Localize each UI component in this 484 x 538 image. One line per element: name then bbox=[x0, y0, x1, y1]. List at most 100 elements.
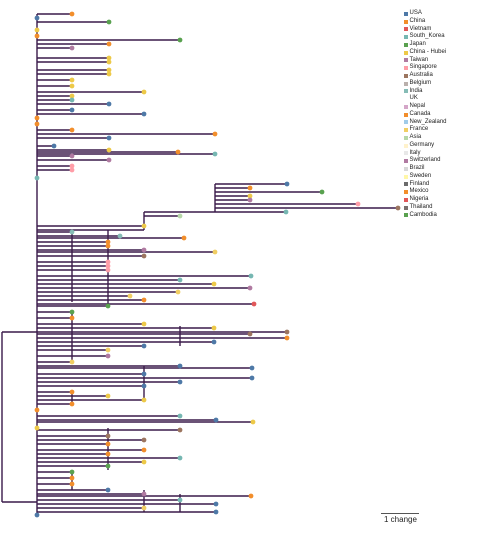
tip-marker bbox=[127, 293, 133, 299]
tip-marker bbox=[211, 325, 217, 331]
tip-marker bbox=[105, 353, 111, 359]
tip-marker bbox=[175, 149, 181, 155]
tip-marker bbox=[249, 375, 255, 381]
legend-label: Nigeria bbox=[409, 196, 429, 202]
legend-label: UK bbox=[409, 95, 418, 102]
tip-marker bbox=[141, 343, 147, 349]
tip-marker bbox=[69, 315, 75, 321]
tip-marker bbox=[141, 247, 147, 253]
legend-swatch bbox=[404, 135, 408, 140]
legend-label: China - Hubei bbox=[409, 48, 447, 55]
tip-marker bbox=[106, 71, 112, 77]
legend-item: USA bbox=[404, 10, 447, 18]
legend-label: Germany bbox=[409, 141, 435, 148]
legend-item: China bbox=[404, 18, 447, 26]
legend-label: India bbox=[409, 87, 423, 94]
legend-swatch bbox=[404, 197, 408, 202]
tip-marker bbox=[141, 383, 147, 389]
legend-label: Vietnam bbox=[409, 25, 432, 32]
tip-marker bbox=[69, 107, 75, 113]
tip-marker bbox=[177, 497, 183, 503]
legend-item: Canada bbox=[404, 111, 447, 119]
tip-marker bbox=[284, 329, 290, 335]
legend-label: Sweden bbox=[409, 172, 432, 179]
legend-swatch bbox=[404, 58, 408, 63]
legend-label: Mexico bbox=[409, 188, 429, 195]
tip-marker bbox=[51, 143, 57, 149]
legend-item: Australia bbox=[404, 72, 447, 80]
tip-marker bbox=[106, 19, 112, 25]
legend-item: Sweden bbox=[404, 173, 447, 181]
tip-marker bbox=[141, 397, 147, 403]
tip-marker bbox=[247, 197, 253, 203]
legend-item: Singapore bbox=[404, 64, 447, 72]
legend-item: Finland bbox=[404, 181, 447, 189]
legend-item: Italy bbox=[404, 150, 447, 158]
legend-swatch bbox=[404, 27, 408, 32]
tip-marker bbox=[105, 451, 111, 457]
tip-marker bbox=[141, 371, 147, 377]
tip-marker bbox=[355, 201, 361, 207]
tip-marker bbox=[105, 487, 111, 493]
tip-marker bbox=[34, 33, 40, 39]
legend-item: Mexico bbox=[404, 188, 447, 196]
tip-marker bbox=[141, 89, 147, 95]
legend-label: Japan bbox=[409, 41, 426, 47]
legend-swatch bbox=[404, 42, 408, 47]
legend-swatch bbox=[404, 190, 408, 195]
legend-item: Taiwan bbox=[404, 57, 447, 65]
tip-marker bbox=[248, 493, 254, 499]
tip-marker bbox=[177, 213, 183, 219]
tip-marker bbox=[106, 41, 112, 47]
tip-marker bbox=[177, 427, 183, 433]
tip-marker bbox=[69, 93, 75, 99]
legend-label: Italy bbox=[409, 149, 421, 156]
legend-label: China bbox=[409, 17, 426, 24]
legend-item: India bbox=[404, 88, 447, 96]
tip-marker bbox=[106, 55, 112, 61]
legend-label: New_Zealand bbox=[409, 118, 447, 125]
scale-label: 1 change bbox=[384, 515, 417, 524]
tip-marker bbox=[105, 441, 111, 447]
legend-item: China - Hubei bbox=[404, 49, 447, 57]
tip-marker bbox=[141, 321, 147, 327]
tip-marker bbox=[177, 413, 183, 419]
legend-item: Japan bbox=[404, 41, 447, 49]
legend-item: Nigeria bbox=[404, 196, 447, 204]
tip-marker bbox=[141, 223, 147, 229]
legend-swatch bbox=[404, 97, 408, 102]
legend-item: Belgium bbox=[404, 80, 447, 88]
tip-marker bbox=[141, 447, 147, 453]
tip-marker bbox=[141, 505, 147, 511]
legend-swatch bbox=[404, 174, 408, 179]
tip-marker bbox=[69, 481, 75, 487]
tip-marker bbox=[251, 301, 257, 307]
legend-label: Singapore bbox=[409, 64, 437, 71]
legend-swatch bbox=[404, 112, 408, 117]
legend-item: UK bbox=[404, 95, 447, 103]
legend-label: Asia bbox=[409, 134, 422, 140]
tip-marker bbox=[247, 193, 253, 199]
tip-marker bbox=[106, 67, 112, 73]
legend-label: Switzerland bbox=[409, 157, 441, 164]
tip-marker bbox=[141, 437, 147, 443]
legend-item: New_Zealand bbox=[404, 119, 447, 127]
tip-marker bbox=[69, 83, 75, 89]
tip-marker bbox=[105, 263, 111, 269]
tip-marker bbox=[213, 417, 219, 423]
tip-marker bbox=[106, 135, 112, 141]
legend-swatch bbox=[404, 50, 408, 55]
legend-item: Vietnam bbox=[404, 26, 447, 34]
tip-marker bbox=[69, 77, 75, 83]
tip-marker bbox=[247, 285, 253, 291]
scale-bar bbox=[381, 513, 419, 514]
tip-marker bbox=[284, 335, 290, 341]
legend-label: Finland bbox=[409, 180, 430, 187]
legend-swatch bbox=[404, 66, 408, 71]
tip-marker bbox=[395, 205, 401, 211]
tip-marker bbox=[247, 331, 253, 337]
legend-item: Nepal bbox=[404, 103, 447, 111]
legend-swatch bbox=[404, 120, 408, 125]
tip-marker bbox=[105, 259, 111, 265]
legend-label: France bbox=[409, 126, 429, 133]
